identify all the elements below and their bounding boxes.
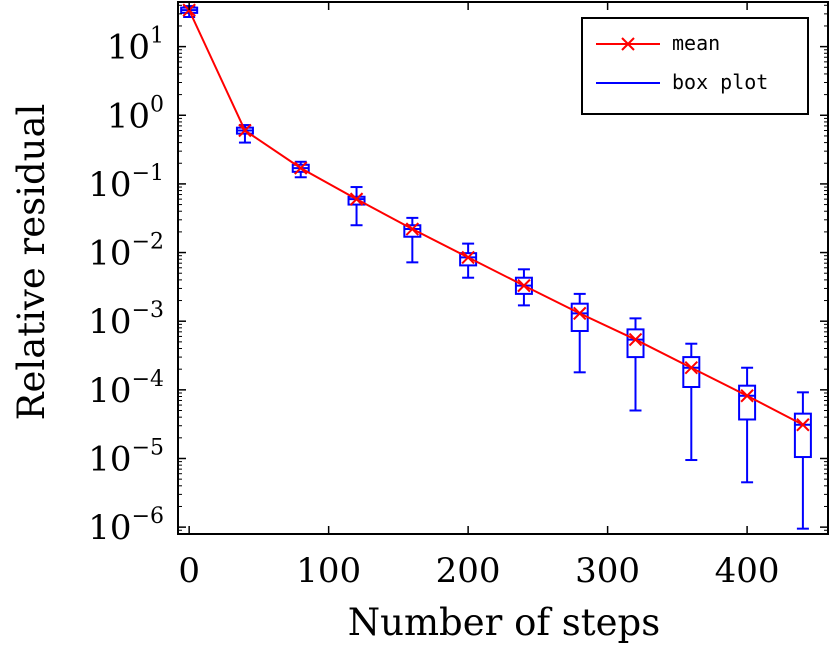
mean-marker-stroke <box>294 161 308 175</box>
y-tick-label-0: 101 <box>107 24 164 68</box>
box-11 <box>793 391 812 530</box>
mean-marker-11 <box>796 418 810 432</box>
mean-marker-4 <box>405 222 420 236</box>
legend-box <box>581 17 809 115</box>
mean-marker-0 <box>182 3 196 17</box>
box-9 <box>682 342 701 462</box>
mean-marker-stroke <box>405 222 420 236</box>
y-axis-title: Relative residual <box>10 104 53 421</box>
x-tick-label-4: 400 <box>715 551 780 591</box>
y-axis: 101 100 10−1 10−2 10−3 10−4 10−5 10−6 <box>88 4 828 548</box>
mean-marker-stroke <box>684 361 699 375</box>
x-axis: 0 100 200 300 400 <box>178 2 780 591</box>
box-body <box>738 384 757 421</box>
box-7 <box>570 292 589 374</box>
x-axis-title: Number of steps <box>348 601 660 644</box>
mean-marker-stroke <box>238 123 252 138</box>
mean-marker-stroke <box>796 418 810 432</box>
mean-marker-stroke <box>182 3 196 17</box>
legend-box-plot-label: box plot <box>672 70 768 94</box>
mean-marker-7 <box>573 306 587 321</box>
mean-marker-2 <box>294 161 308 175</box>
legend-mean-label: mean <box>672 31 720 55</box>
y-tick-label-4: 10−3 <box>88 298 164 342</box>
y-tick-label-3: 10−2 <box>88 230 164 274</box>
mean-marker-stroke <box>628 332 643 347</box>
y-tick-label-6: 10−5 <box>88 435 164 479</box>
box-body <box>793 412 812 459</box>
x-tick-label-1: 100 <box>296 551 361 591</box>
box-10 <box>738 366 757 484</box>
mean-series <box>182 3 810 432</box>
box-body <box>403 224 422 238</box>
mean-marker-10 <box>740 389 754 403</box>
mean-line <box>188 9 804 426</box>
legend-mean-marker <box>621 37 635 51</box>
mean-marker-8 <box>628 332 643 347</box>
y-tick-label-2: 10−1 <box>88 161 164 205</box>
mean-marker-stroke <box>517 278 531 293</box>
box-body <box>459 252 478 267</box>
mean-marker-stroke <box>349 192 364 206</box>
mean-marker-stroke <box>740 389 754 403</box>
mean-marker-1 <box>238 123 252 138</box>
x-tick-label-3: 300 <box>575 551 640 591</box>
box-8 <box>626 317 645 412</box>
mean-marker-stroke <box>461 250 475 265</box>
y-tick-label-5: 10−4 <box>88 367 164 411</box>
mean-marker-5 <box>461 250 475 265</box>
y-tick-label-1: 100 <box>107 92 164 136</box>
mean-marker-stroke <box>573 306 587 321</box>
x-tick-label-2: 200 <box>436 551 501 591</box>
mean-marker-9 <box>684 361 699 375</box>
y-tick-label-7: 10−6 <box>88 504 164 548</box>
mean-marker-6 <box>517 278 531 293</box>
mean-marker-3 <box>349 192 364 206</box>
box-body <box>347 195 366 206</box>
legend: mean box plot <box>581 17 809 115</box>
box-2 <box>291 160 310 179</box>
x-tick-label-0: 0 <box>178 551 200 591</box>
